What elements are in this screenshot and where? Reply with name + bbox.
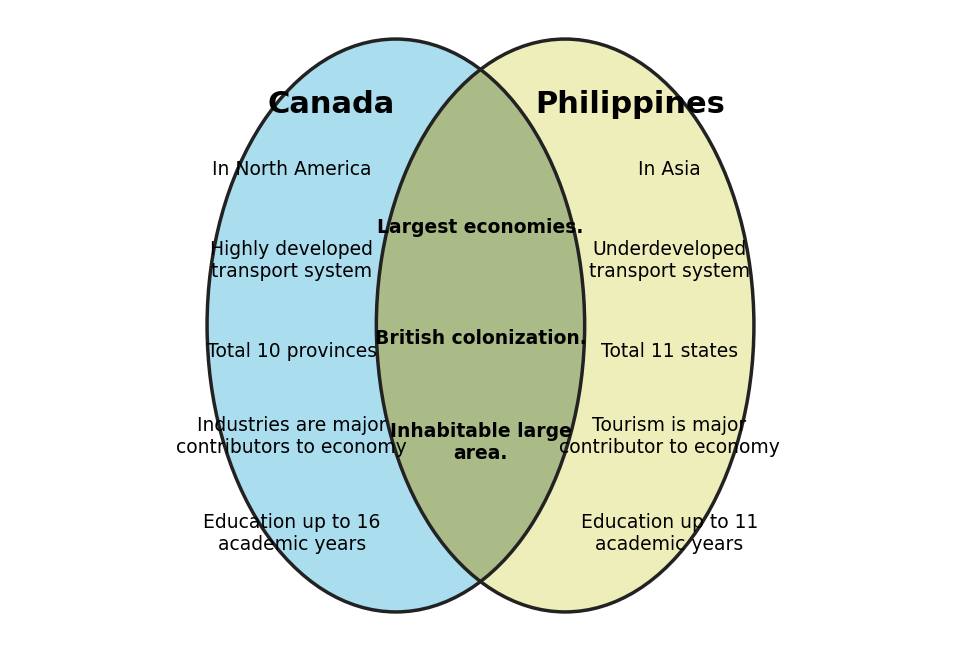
- Text: Total 11 states: Total 11 states: [601, 342, 738, 361]
- Text: Largest economies.: Largest economies.: [378, 218, 583, 238]
- Ellipse shape: [207, 39, 584, 612]
- Text: Underdeveloped
transport system: Underdeveloped transport system: [589, 240, 750, 281]
- Text: Education up to 11
academic years: Education up to 11 academic years: [580, 514, 758, 554]
- Ellipse shape: [207, 39, 584, 612]
- Text: Education up to 16
academic years: Education up to 16 academic years: [203, 514, 381, 554]
- Text: Total 10 provinces: Total 10 provinces: [207, 342, 377, 361]
- Text: British colonization.: British colonization.: [375, 329, 586, 348]
- Text: Philippines: Philippines: [535, 90, 726, 118]
- Text: Tourism is major
contributor to economy: Tourism is major contributor to economy: [559, 416, 779, 456]
- Text: In North America: In North America: [212, 159, 372, 179]
- Text: Canada: Canada: [267, 90, 394, 118]
- Text: Highly developed
transport system: Highly developed transport system: [210, 240, 373, 281]
- Text: Industries are major
contributors to economy: Industries are major contributors to eco…: [176, 416, 407, 456]
- Ellipse shape: [377, 39, 754, 612]
- Text: In Asia: In Asia: [638, 159, 701, 179]
- Text: Inhabitable large
area.: Inhabitable large area.: [389, 422, 572, 463]
